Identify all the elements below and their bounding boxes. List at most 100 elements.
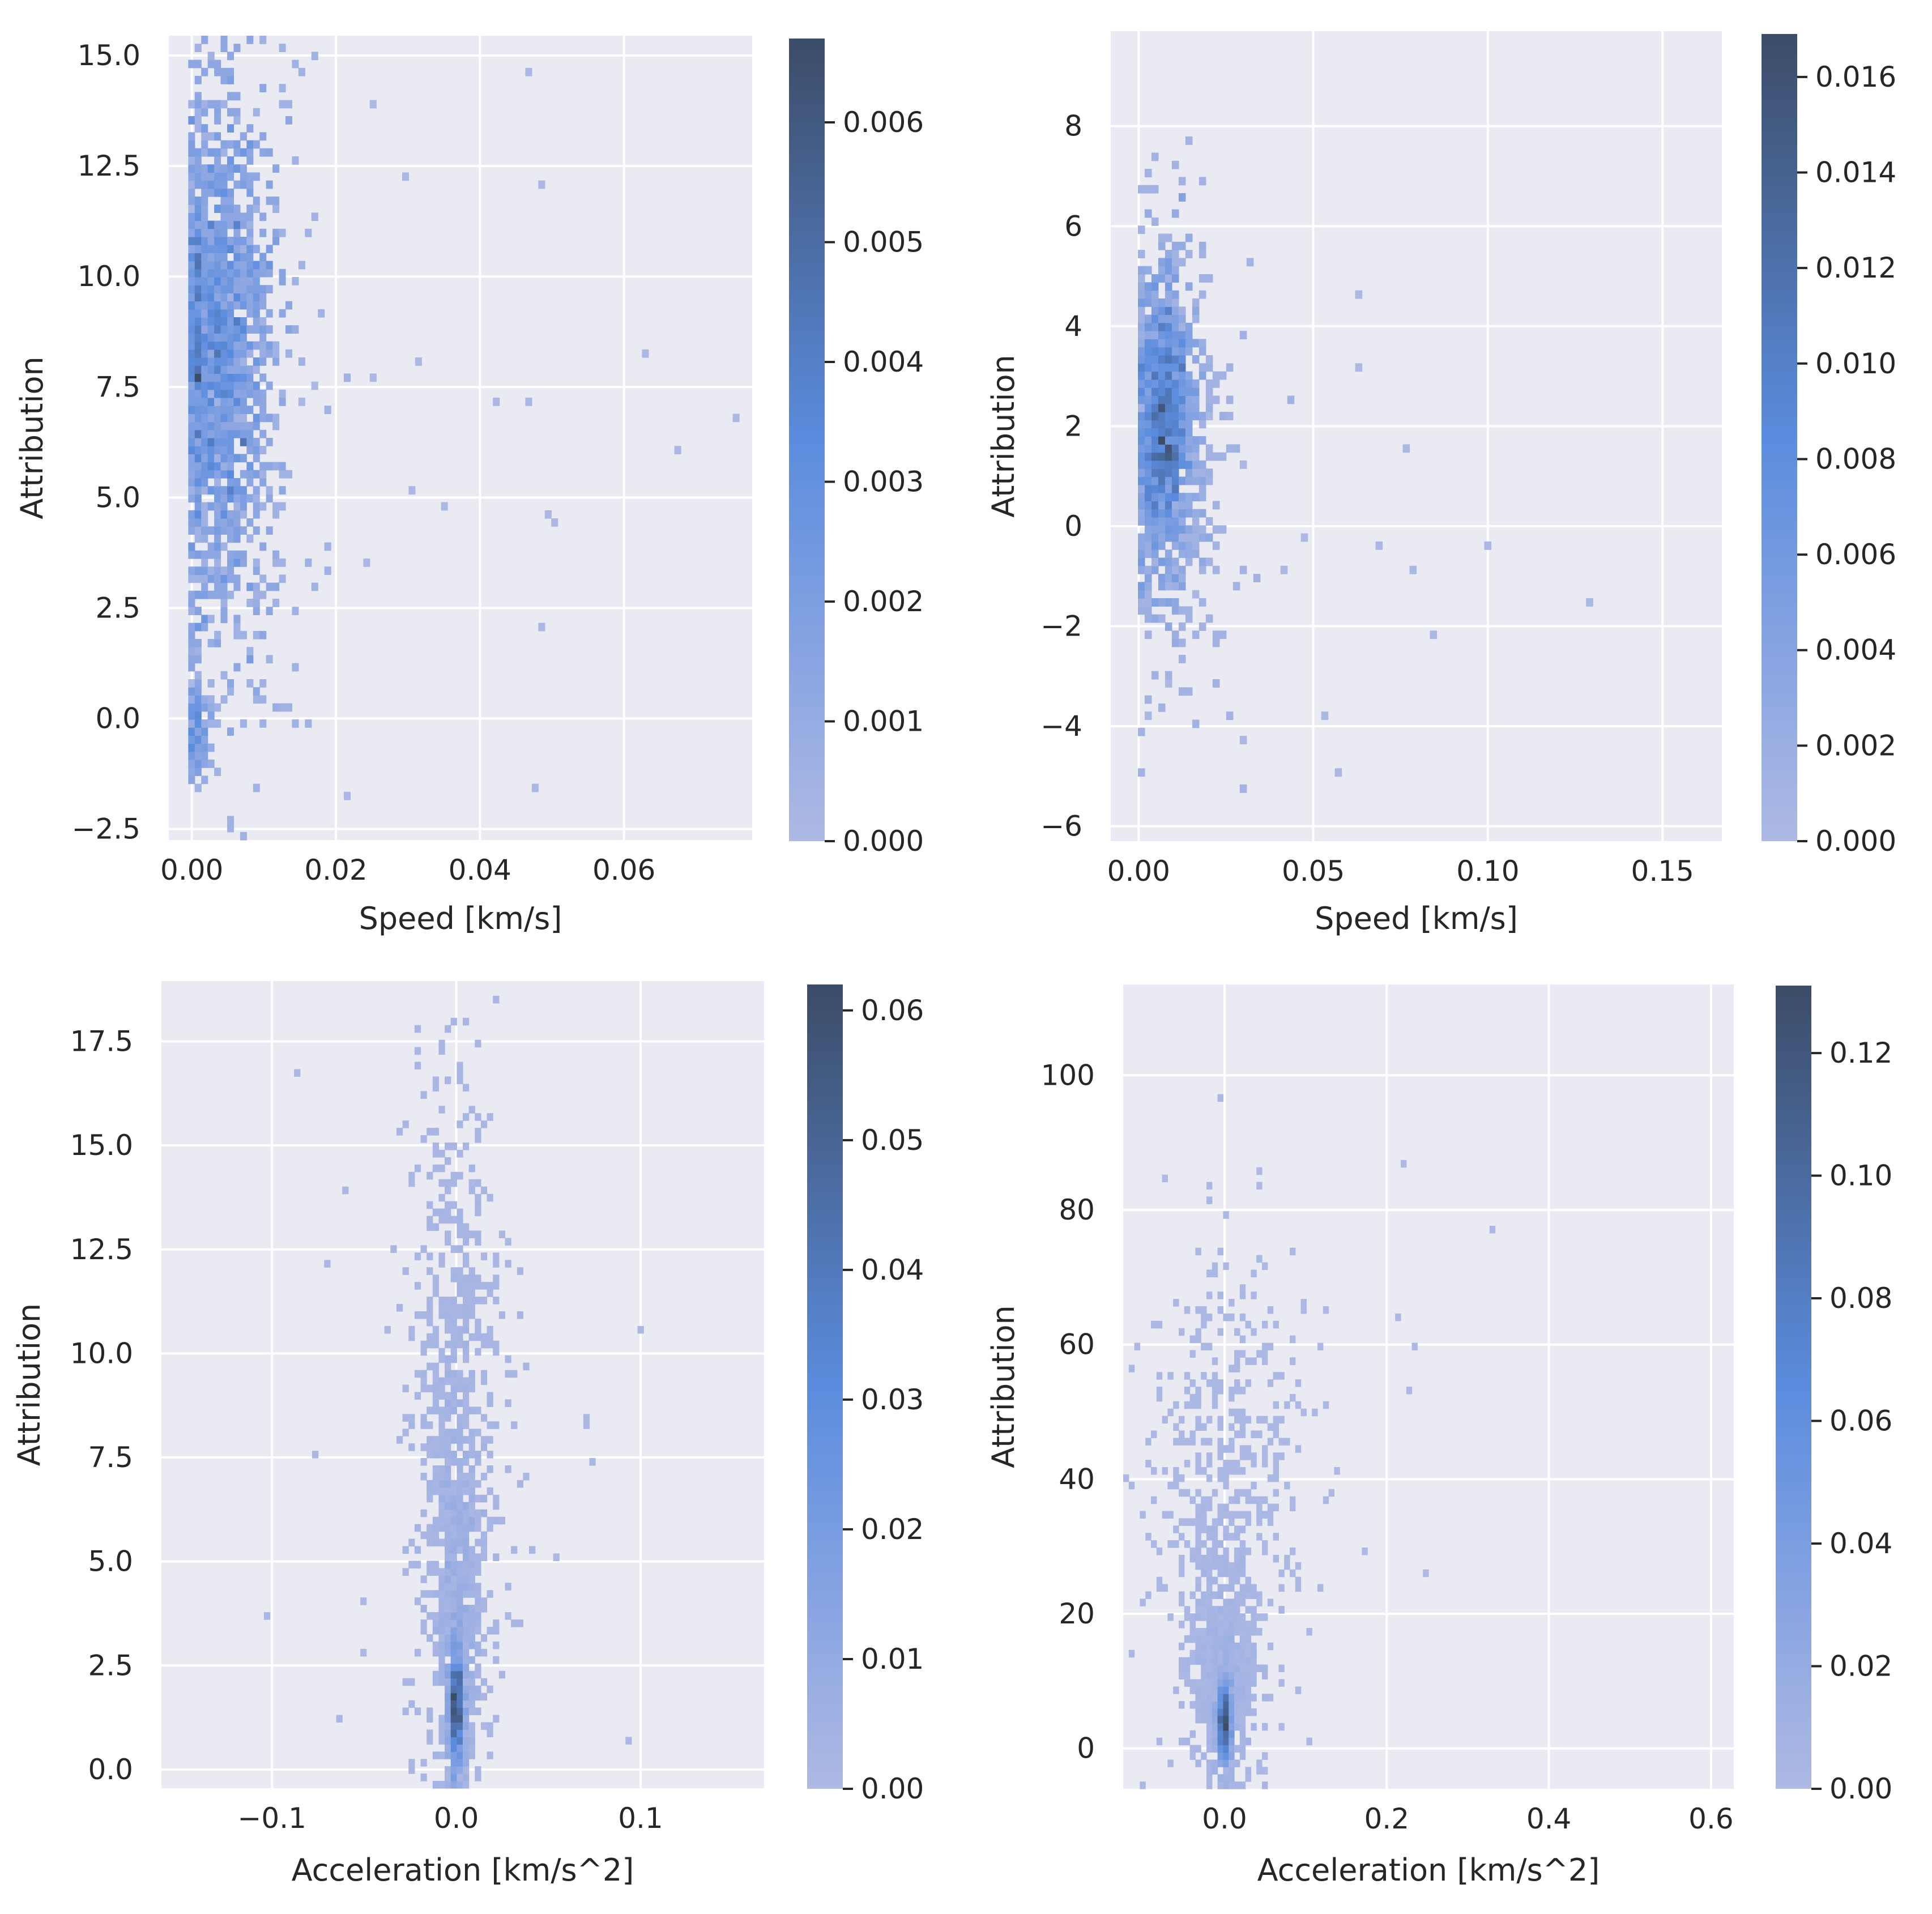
histogram-bin <box>1165 622 1172 631</box>
histogram-bin <box>1201 1701 1207 1709</box>
histogram-bin <box>445 1641 451 1649</box>
histogram-bin <box>1290 1393 1296 1402</box>
histogram-bin <box>438 1216 445 1224</box>
histogram-bin <box>414 1524 421 1532</box>
histogram-bin <box>1144 347 1152 356</box>
histogram-bin <box>1251 1591 1257 1599</box>
histogram-bin <box>220 510 228 519</box>
histogram-bin <box>487 1451 493 1459</box>
histogram-bin <box>445 1663 451 1672</box>
histogram-bin <box>463 1634 470 1642</box>
histogram-bin <box>194 494 202 503</box>
histogram-bin <box>511 1546 518 1554</box>
histogram-bin <box>487 1392 493 1400</box>
histogram-bin <box>227 518 234 527</box>
histogram-bin <box>246 180 254 189</box>
histogram-bin <box>227 478 234 487</box>
histogram-bin <box>194 44 202 52</box>
histogram-bin <box>1178 493 1186 501</box>
histogram-bin <box>438 1208 445 1217</box>
histogram-bin <box>438 1568 445 1576</box>
histogram-bin <box>227 389 234 398</box>
histogram-bin <box>457 1627 463 1635</box>
histogram-bin <box>1206 1496 1213 1504</box>
histogram-bin <box>450 1685 457 1694</box>
histogram-bin <box>214 438 221 446</box>
histogram-bin <box>450 1744 457 1752</box>
histogram-bin <box>253 172 260 181</box>
histogram-bin <box>402 172 410 181</box>
histogram-bin <box>450 1656 457 1664</box>
histogram-bin <box>220 429 228 438</box>
histogram-bin <box>1171 355 1179 364</box>
histogram-bin <box>363 559 370 567</box>
histogram-bin <box>1151 598 1159 607</box>
histogram-bin <box>1206 1657 1213 1665</box>
histogram-bin <box>220 365 228 374</box>
histogram-bin <box>194 116 202 125</box>
histogram-bin <box>233 582 241 591</box>
histogram-bin <box>266 381 273 390</box>
histogram-bin <box>266 486 273 495</box>
histogram-bin <box>468 1744 475 1752</box>
histogram-bin <box>414 1311 421 1319</box>
histogram-bin <box>1167 1759 1174 1767</box>
histogram-bin <box>1185 687 1193 696</box>
histogram-bin <box>1217 1642 1223 1651</box>
histogram-bin <box>1201 1525 1207 1533</box>
histogram-bin <box>1195 1759 1201 1767</box>
histogram-bin <box>1290 1569 1296 1578</box>
histogram-bin <box>1239 1715 1246 1724</box>
histogram-bin <box>1212 1628 1218 1636</box>
histogram-bin <box>475 1480 481 1488</box>
histogram-bin <box>220 188 228 197</box>
histogram-bin <box>432 1648 440 1657</box>
histogram-bin <box>487 1421 493 1429</box>
histogram-bin <box>1151 282 1159 291</box>
colorbar-tick-label: 0.004 <box>1815 634 1896 667</box>
histogram-bin <box>408 1325 415 1334</box>
y-tick-label: 10.0 <box>70 1337 133 1370</box>
histogram-bin <box>1173 1525 1179 1533</box>
histogram-bin <box>214 389 221 398</box>
histogram-bin <box>463 1538 470 1547</box>
histogram-bin <box>240 510 247 519</box>
histogram-bin <box>311 212 318 221</box>
histogram-bin <box>1137 436 1145 445</box>
histogram-bin <box>468 1377 475 1386</box>
histogram-bin <box>1184 1672 1191 1679</box>
histogram-bin <box>1151 1496 1157 1504</box>
histogram-bin <box>279 84 286 92</box>
histogram-bin <box>432 1590 440 1598</box>
histogram-bin <box>1206 1664 1213 1673</box>
histogram-bin <box>1212 501 1220 510</box>
y-tick-label: −2.5 <box>72 812 140 845</box>
histogram-bin <box>227 365 234 374</box>
histogram-bin <box>233 550 241 559</box>
histogram-bin <box>1165 509 1172 518</box>
histogram-bin <box>253 365 260 374</box>
histogram-bin <box>427 1171 433 1180</box>
histogram-bin <box>445 1597 451 1605</box>
histogram-bin <box>1201 1540 1207 1548</box>
histogram-bin <box>1144 484 1152 493</box>
histogram-bin <box>1137 598 1145 607</box>
histogram-bin <box>445 1590 451 1598</box>
histogram-bin <box>1217 1467 1223 1475</box>
histogram-bin <box>188 550 195 559</box>
histogram-bin <box>463 1384 470 1393</box>
histogram-bin <box>1223 1774 1229 1782</box>
histogram-bin <box>207 679 215 688</box>
histogram-bin <box>188 100 195 109</box>
histogram-bin <box>415 357 422 366</box>
colorbar-tick-label: 0.08 <box>1829 1282 1892 1315</box>
histogram-bin <box>214 333 221 342</box>
histogram-bin <box>1167 1613 1174 1621</box>
histogram-bin <box>240 381 247 390</box>
histogram-bin <box>427 1297 433 1305</box>
histogram-bin <box>272 502 280 511</box>
histogram-bin <box>220 220 228 229</box>
histogram-bin <box>1184 1606 1191 1614</box>
histogram-bin <box>201 518 208 527</box>
